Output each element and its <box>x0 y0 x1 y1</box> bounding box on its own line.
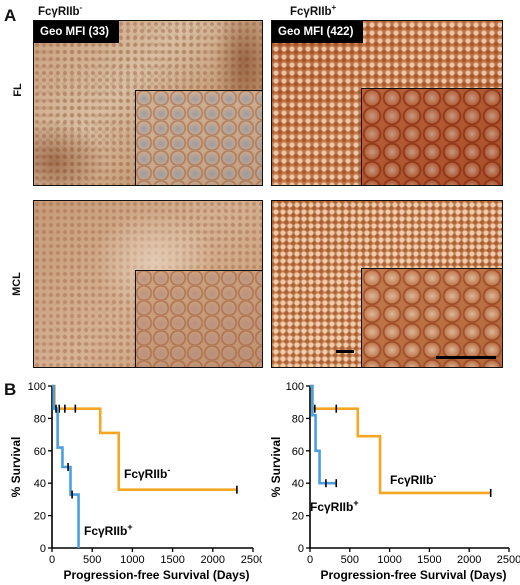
inset-texture <box>136 91 262 185</box>
inset-mcl-positive <box>361 268 502 367</box>
y-axis-label: % Survival <box>269 437 283 498</box>
y-tick-label: 100 <box>286 381 304 393</box>
inset-fl-positive <box>361 88 502 185</box>
row-label-mcl: MCL <box>11 272 23 296</box>
y-tick-label: 0 <box>40 543 46 555</box>
column-header-negative-main: FcγRIIb <box>38 5 80 18</box>
micrograph-fl-negative: Geo MFI (33) <box>33 20 263 186</box>
micrograph-mcl-negative <box>33 200 263 368</box>
x-tick-label: 1000 <box>120 554 144 566</box>
series-label-negative: FcγRIIb- <box>390 471 436 487</box>
km-curve-positive <box>310 384 337 485</box>
series-label-sup: - <box>433 471 436 481</box>
series-label-main: FcγRIIb <box>124 467 167 481</box>
y-tick-label: 0 <box>298 543 304 555</box>
series-label-sup: + <box>127 522 132 532</box>
x-tick-label: 500 <box>83 554 101 566</box>
column-header-positive-main: FcγRIIb <box>290 5 332 18</box>
series-label-negative: FcγRIIb- <box>124 465 170 481</box>
x-axis-label: Progression-free Survival (Days) <box>63 568 249 582</box>
column-header-negative: FcγRIIb- <box>38 3 82 18</box>
x-tick-label: 500 <box>341 554 359 566</box>
x-tick-label: 0 <box>49 554 55 566</box>
row-label-fl: FL <box>12 83 24 97</box>
inset-texture <box>362 89 502 185</box>
x-tick-label: 1500 <box>160 554 184 566</box>
series-label-sup: - <box>167 465 170 475</box>
x-tick-label: 2000 <box>457 554 481 566</box>
panel-b-letter: B <box>4 380 17 399</box>
y-tick-label: 100 <box>28 381 46 393</box>
y-tick-label: 40 <box>292 478 304 490</box>
series-label-positive: FcγRIIb+ <box>84 522 133 538</box>
inset-mcl-negative <box>135 270 262 367</box>
series-label-main: FcγRIIb <box>84 524 127 538</box>
column-header-positive-sup: + <box>331 3 337 12</box>
inset-texture <box>362 269 502 367</box>
y-axis-label: % Survival <box>9 437 23 498</box>
y-tick-label: 20 <box>292 511 304 523</box>
micrograph-mcl-positive <box>271 200 503 368</box>
scale-bar-main <box>336 350 354 353</box>
y-tick-label: 40 <box>34 478 46 490</box>
panel-a-letter: A <box>4 6 17 25</box>
y-tick-label: 20 <box>34 511 46 523</box>
x-tick-label: 1000 <box>377 554 401 566</box>
y-tick-label: 60 <box>292 446 304 458</box>
scale-bar-inset <box>436 356 496 359</box>
column-header-positive: FcγRIIb+ <box>290 3 336 18</box>
x-tick-label: 0 <box>307 554 313 566</box>
mfi-label-fl-positive: Geo MFI (422) <box>272 21 364 43</box>
series-label-main: FcγRIIb <box>310 500 353 514</box>
y-tick-label: 80 <box>34 413 46 425</box>
x-tick-label: 2500 <box>497 554 520 566</box>
mfi-label-fl-negative: Geo MFI (33) <box>34 21 120 43</box>
x-axis-label: Progression-free Survival (Days) <box>320 568 506 582</box>
km-curve-positive <box>52 384 80 548</box>
inset-fl-negative <box>135 90 262 185</box>
micrograph-fl-positive: Geo MFI (422) <box>271 20 503 186</box>
x-tick-label: 2000 <box>201 554 225 566</box>
x-tick-label: 2500 <box>241 554 262 566</box>
series-label-main: FcγRIIb <box>390 473 433 487</box>
column-header-negative-sup: - <box>79 3 83 12</box>
y-tick-label: 60 <box>34 446 46 458</box>
x-tick-label: 1500 <box>417 554 441 566</box>
y-tick-label: 80 <box>292 413 304 425</box>
series-label-positive: FcγRIIb+ <box>310 498 359 514</box>
inset-texture <box>136 271 262 367</box>
series-label-sup: + <box>353 498 358 508</box>
km-plot-left: 02040608010005001000150020002500Progress… <box>9 381 262 582</box>
